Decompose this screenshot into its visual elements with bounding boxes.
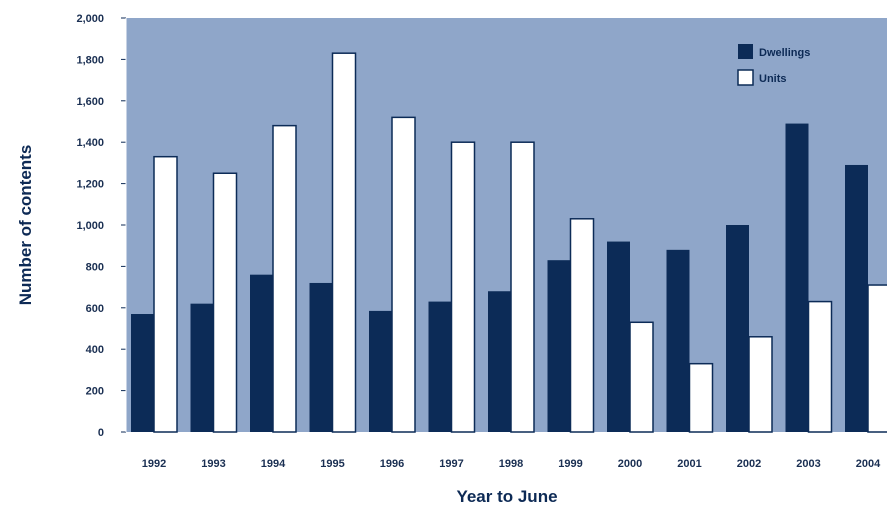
- bar-dwellings-1992: [131, 314, 154, 432]
- bar-units-1995: [331, 52, 357, 433]
- bar-units-1998: [510, 141, 535, 433]
- x-tick-label: 2001: [677, 458, 701, 470]
- bars-group: [131, 52, 887, 433]
- x-axis-ticks: 1992 1993 1994 1995 1996 1997 1998 1999 2000 2001…: [142, 458, 881, 470]
- x-tick-label: 2004: [856, 458, 881, 470]
- y-tick-label: 1,600: [76, 96, 104, 108]
- x-tick-label: 2002: [737, 458, 761, 470]
- x-tick-label: 2000: [618, 458, 642, 470]
- x-tick-label: 1994: [261, 458, 286, 470]
- y-tick-label: 2,000: [76, 13, 104, 25]
- bar-dwellings-2003: [785, 123, 809, 432]
- bar-dwellings-2001: [666, 249, 690, 432]
- bar-dwellings-1993: [190, 303, 214, 432]
- bar-dwellings-1999: [547, 260, 571, 432]
- bar-dwellings-2002: [726, 225, 749, 432]
- bar-units-2001: [688, 362, 714, 433]
- bar-units-1999: [569, 218, 595, 433]
- legend-label-units: Units: [759, 73, 787, 85]
- x-tick-label: 1996: [380, 458, 404, 470]
- bar-units-1993: [212, 172, 238, 433]
- bar-dwellings-1997: [428, 301, 452, 432]
- bar-dwellings-2000: [607, 241, 630, 432]
- bar-units-1996: [391, 116, 416, 433]
- bar-dwellings-1994: [250, 274, 273, 432]
- x-tick-label: 1992: [142, 458, 166, 470]
- bar-dwellings-1995: [309, 282, 333, 432]
- legend-swatch-units: [737, 69, 754, 86]
- bar-units-2004: [867, 284, 887, 433]
- bar-dwellings-1996: [369, 310, 392, 432]
- x-tick-label: 1998: [499, 458, 523, 470]
- y-tick-label: 600: [86, 303, 104, 315]
- bar-units-1992: [153, 155, 178, 433]
- y-tick-label: 400: [86, 344, 104, 356]
- x-axis-title: Year to June: [456, 487, 557, 506]
- y-tick-label: 0: [98, 427, 104, 439]
- x-tick-label: 1993: [201, 458, 225, 470]
- legend: Dwellings Units: [737, 44, 810, 86]
- y-tick-label: 1,000: [76, 220, 104, 232]
- x-tick-label: 1995: [320, 458, 344, 470]
- y-axis-title: Number of contents: [16, 145, 35, 306]
- x-tick-label: 2003: [796, 458, 820, 470]
- y-tick-label: 1,800: [76, 54, 104, 66]
- x-tick-label: 1999: [558, 458, 582, 470]
- y-tick-label: 1,400: [76, 137, 104, 149]
- y-tick-label: 800: [86, 261, 104, 273]
- y-tick-label: 200: [86, 386, 104, 398]
- bar-units-2002: [748, 336, 773, 433]
- legend-swatch-dwellings: [738, 44, 753, 59]
- bar-dwellings-1998: [488, 291, 511, 432]
- bar-dwellings-2004: [845, 164, 868, 432]
- y-tick-label: 1,200: [76, 179, 104, 191]
- x-tick-label: 1997: [439, 458, 463, 470]
- bar-units-2003: [807, 300, 833, 433]
- y-axis-ticks: 0 200 400 600 800 1,000 1,200 1,400 1,600 1,800 2,…: [76, 13, 126, 439]
- bar-units-1997: [450, 141, 476, 433]
- legend-label-dwellings: Dwellings: [759, 47, 810, 59]
- bar-units-2000: [629, 321, 654, 433]
- bar-units-1994: [272, 124, 297, 433]
